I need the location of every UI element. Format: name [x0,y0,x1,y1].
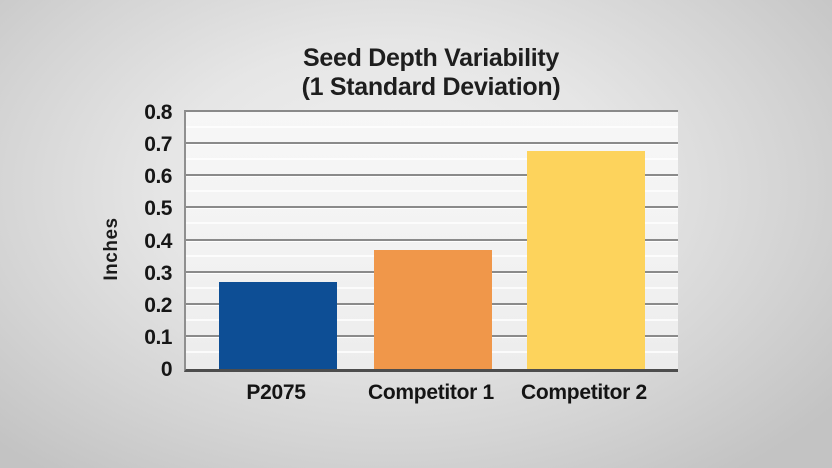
minor-gridline [186,158,678,161]
category-label-competitor-2: Competitor 2 [521,381,647,404]
major-gridline [186,206,678,209]
major-gridline [186,142,678,145]
bar-p2075 [219,282,337,369]
y-tick-label-0.8: 0.8 [144,101,172,124]
plot-area [184,110,678,372]
y-tick-label-0.4: 0.4 [144,229,172,253]
category-label-p2075: P2075 [246,381,306,404]
y-tick-label-0.7: 0.7 [144,133,172,157]
chart-title: Seed Depth Variability (1 Standard Devia… [184,44,678,102]
y-tick-label-0.1: 0.1 [144,325,172,349]
bar-competitor-2 [527,151,645,369]
minor-gridline [186,126,678,129]
minor-gridline [186,222,678,225]
category-label-competitor-1: Competitor 1 [368,381,494,404]
minor-gridline [186,190,678,193]
chart-title-line-2: (1 Standard Deviation) [301,73,561,101]
y-tick-label-0: 0 [160,358,173,381]
y-tick-label-0.3: 0.3 [144,261,172,285]
major-gridline [186,238,678,241]
major-gridline [186,174,678,177]
y-tick-label-0.5: 0.5 [144,197,172,221]
bar-competitor-1 [374,250,492,369]
y-tick-label-0.6: 0.6 [144,165,172,189]
chart-title-line-1: Seed Depth Variability [303,44,559,72]
y-tick-label-0.2: 0.2 [144,293,172,317]
